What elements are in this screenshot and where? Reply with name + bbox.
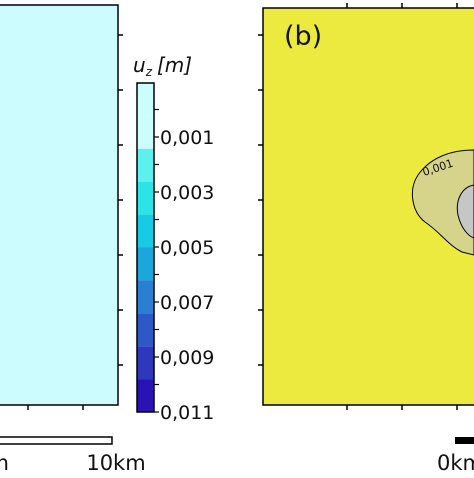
panel-label: (b): [284, 21, 322, 52]
colorbar-band: [137, 83, 154, 116]
colorbar-label: 0,011: [160, 402, 214, 424]
scale-label: 0km: [437, 451, 474, 474]
colorbar-band: [137, 181, 154, 215]
colorbar-band: [137, 247, 154, 281]
left-frame-ticks: [27, 34, 123, 410]
colorbar-band: [137, 379, 154, 412]
colorbar-title-symbol: u: [133, 53, 146, 77]
colorbar-band: [137, 148, 154, 182]
contour-region: [411, 149, 474, 256]
colorbar-label: 0,003: [160, 182, 214, 204]
colorbar-band: [137, 115, 154, 149]
colorbar-label: 0,009: [160, 347, 214, 369]
colorbar-band: [137, 280, 154, 314]
scale-bar: [455, 437, 474, 444]
colorbar-band: [137, 346, 154, 380]
scale-label: 0km: [0, 451, 9, 474]
colorbar-band: [137, 214, 154, 248]
scale-bar: [0, 436, 113, 445]
colorbar-label: 0,005: [160, 237, 214, 259]
colorbar-title: uz [m]: [133, 53, 192, 79]
colorbar-label: 0,001: [160, 127, 214, 149]
colorbar: 0,001 0,003 0,005 0,007 0,009 0,011: [136, 82, 214, 424]
left-map: [0, 4, 119, 406]
contour-core: [456, 184, 474, 239]
colorbar-band: [137, 313, 154, 347]
colorbar-title-sub: z: [145, 65, 153, 79]
colorbar-title-unit: [m]: [157, 53, 192, 77]
scale-label: 10km: [86, 451, 145, 474]
right-frame-ticks: [258, 3, 458, 410]
colorbar-label: 0,007: [160, 292, 214, 314]
